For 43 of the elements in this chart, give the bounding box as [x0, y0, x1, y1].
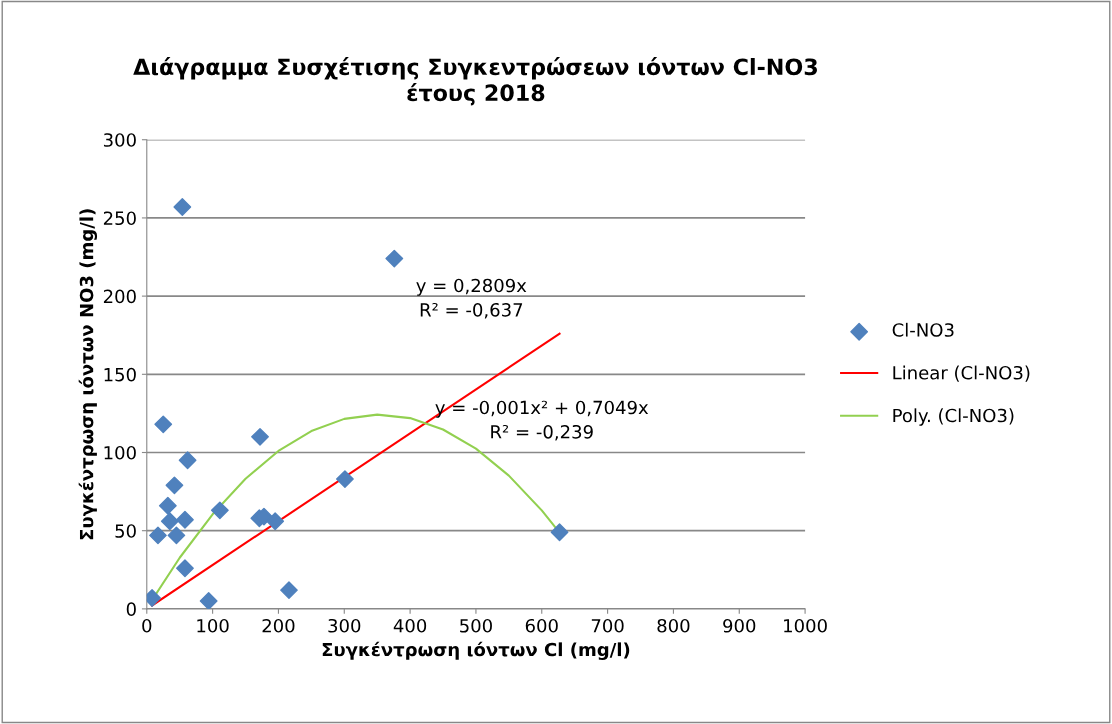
y-tick-label: 50 [115, 524, 136, 538]
point [160, 512, 179, 531]
y-tick-label: 0 [126, 602, 136, 616]
point [149, 526, 167, 545]
point [280, 581, 298, 600]
point [165, 476, 184, 495]
x-tick-label: 1000 [784, 618, 827, 633]
point [199, 592, 218, 609]
legend-label: Linear (Cl-NO3) [893, 365, 1030, 382]
y-tick-label: 300 [103, 133, 136, 147]
x-tick-label: 0 [142, 618, 152, 633]
y-tick-label: 100 [104, 445, 136, 460]
point [173, 198, 192, 216]
x-tick-label: 100 [197, 618, 229, 633]
point [178, 451, 197, 470]
point [550, 523, 569, 542]
y-tick-label: 150 [104, 367, 136, 382]
point [385, 249, 404, 268]
point [266, 512, 285, 531]
x-tick-label: 500 [460, 618, 492, 633]
x-tick-label: 200 [262, 618, 295, 633]
annotation: y = 0,2809x R² = -0,637 [416, 278, 527, 319]
point [158, 496, 177, 515]
point [176, 559, 194, 578]
x-tick-label: 400 [393, 618, 427, 633]
y-tick-label: 200 [103, 289, 136, 304]
y-tick-label: 250 [103, 211, 136, 226]
x-axis-title: Συγκέντρωση ιόντων Cl (mg/l) [322, 641, 630, 660]
point [154, 415, 173, 434]
legend-label: Cl-NO3 [892, 322, 954, 337]
point [176, 510, 194, 529]
chart-title: Διάγραμμα Συσχέτισης Συγκεντρώσεων ιόντων Cl-NO3 έτους 2018 [133, 57, 817, 106]
legend-label: Poly. (Cl-NO3) [893, 408, 1014, 426]
point [167, 526, 186, 545]
x-tick-label: 700 [591, 618, 624, 633]
x-tick-label: 600 [525, 618, 558, 633]
point [210, 501, 229, 520]
x-tick-label: 900 [723, 618, 756, 633]
point [251, 427, 269, 446]
x-tick-label: 800 [657, 618, 690, 633]
point [336, 470, 354, 488]
x-tick-label: 300 [328, 618, 361, 633]
y-axis-title: Συγκέντρωση ιόντων NO3 (mg/l) [78, 209, 98, 540]
